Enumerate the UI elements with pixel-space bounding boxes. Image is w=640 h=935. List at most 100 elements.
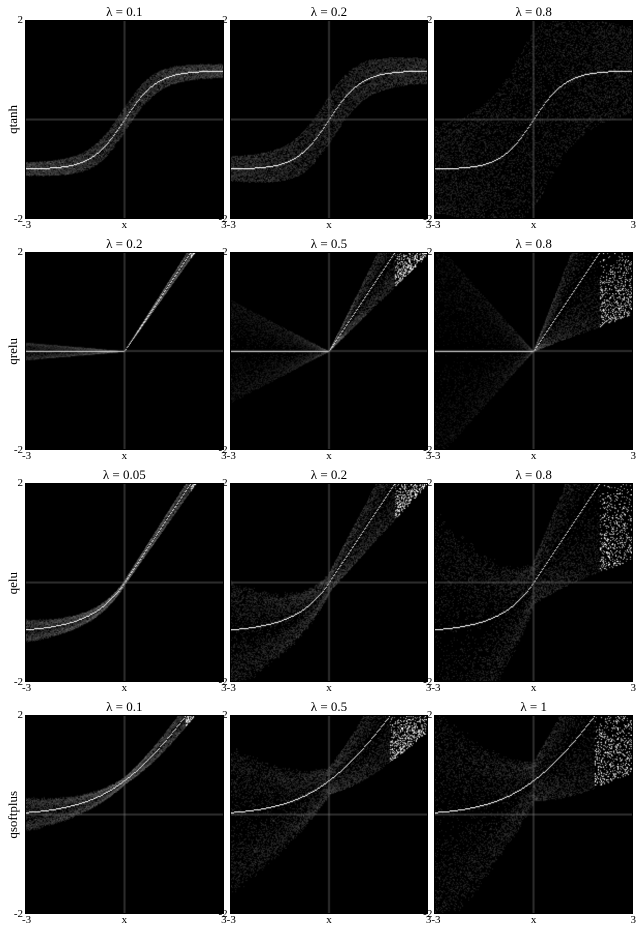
panel-title: λ = 1	[520, 699, 547, 715]
panel-title: λ = 0.1	[106, 699, 142, 715]
panel-title: λ = 0.8	[515, 4, 551, 20]
density-plot	[230, 252, 429, 451]
density-plot	[434, 20, 633, 219]
panel-title: λ = 0.5	[311, 236, 347, 252]
density-plot	[25, 20, 224, 219]
density-plot	[25, 252, 224, 451]
x-ticks: -3x3	[25, 219, 224, 233]
ytick-max: 2	[18, 14, 24, 26]
xtick-max: 3	[631, 682, 637, 694]
ytick-max: 2	[18, 477, 24, 489]
plot-wrap: 2-2	[25, 252, 224, 451]
y-ticks: 2-2	[218, 252, 230, 451]
density-plot	[230, 715, 429, 914]
y-ticks: 2-2	[422, 715, 434, 914]
x-ticks: -3x3	[230, 219, 429, 233]
x-axis-label: x	[122, 450, 128, 462]
figure-grid: qtanhλ = 0.12-2-3x3λ = 0.22-2-3x3λ = 0.8…	[4, 4, 636, 931]
ytick-max: 2	[427, 14, 433, 26]
y-ticks: 2-2	[13, 483, 25, 682]
xtick-min: -3	[431, 219, 440, 231]
x-axis-label: x	[122, 914, 128, 926]
y-ticks: 2-2	[218, 20, 230, 219]
plot-wrap: 2-2	[434, 20, 633, 219]
panel-title: λ = 0.2	[311, 4, 347, 20]
density-plot	[230, 20, 429, 219]
y-ticks: 2-2	[218, 715, 230, 914]
panel-cell: λ = 0.52-2-3x3	[227, 699, 432, 931]
x-axis-label: x	[531, 450, 537, 462]
ytick-max: 2	[427, 709, 433, 721]
xtick-min: -3	[227, 219, 236, 231]
xtick-min: -3	[227, 682, 236, 694]
ytick-max: 2	[18, 709, 24, 721]
panel-title: λ = 0.8	[515, 467, 551, 483]
plot-wrap: 2-2	[25, 483, 224, 682]
panel-cell: λ = 0.12-2-3x3	[22, 4, 227, 236]
panel-cell: λ = 12-2-3x3	[431, 699, 636, 931]
panel-title: λ = 0.05	[103, 467, 146, 483]
panel-cell: λ = 0.1 2-2-3x3	[22, 699, 227, 931]
ytick-max: 2	[222, 246, 228, 258]
xtick-min: -3	[22, 682, 31, 694]
ytick-max: 2	[222, 477, 228, 489]
y-ticks: 2-2	[422, 252, 434, 451]
panel-cell: λ = 0.052-2-3x3	[22, 467, 227, 699]
y-ticks: 2-2	[13, 20, 25, 219]
plot-wrap: 2-2	[230, 483, 429, 682]
panel-cell: λ = 0.82-2-3x3	[431, 467, 636, 699]
ytick-max: 2	[222, 709, 228, 721]
x-ticks: -3x3	[434, 682, 633, 696]
x-ticks: -3x3	[25, 450, 224, 464]
plot-wrap: 2-2	[434, 715, 633, 914]
plot-wrap: 2-2	[230, 20, 429, 219]
xtick-min: -3	[22, 219, 31, 231]
x-axis-label: x	[326, 450, 332, 462]
ytick-max: 2	[427, 477, 433, 489]
x-axis-label: x	[531, 682, 537, 694]
x-axis-label: x	[531, 914, 537, 926]
xtick-min: -3	[227, 450, 236, 462]
x-ticks: -3x3	[25, 682, 224, 696]
density-plot	[25, 715, 224, 914]
x-axis-label: x	[531, 219, 537, 231]
plot-wrap: 2-2	[230, 715, 429, 914]
density-plot	[434, 715, 633, 914]
x-ticks: -3x3	[230, 450, 429, 464]
plot-wrap: 2-2	[230, 252, 429, 451]
x-ticks: -3x3	[434, 450, 633, 464]
x-ticks: -3x3	[230, 682, 429, 696]
x-ticks: -3x3	[230, 914, 429, 928]
y-ticks: 2-2	[422, 483, 434, 682]
x-axis-label: x	[122, 219, 128, 231]
panel-title: λ = 0.8	[515, 236, 551, 252]
x-ticks: -3x3	[434, 914, 633, 928]
density-plot	[230, 483, 429, 682]
ytick-max: 2	[427, 246, 433, 258]
panel-cell: λ = 0.82-2-3 x 3	[431, 236, 636, 468]
xtick-min: -3	[431, 450, 440, 462]
y-ticks: 2-2	[13, 715, 25, 914]
x-axis-label: x	[326, 914, 332, 926]
x-axis-label: x	[326, 219, 332, 231]
x-ticks: -3x3	[434, 219, 633, 233]
xtick-min: -3	[431, 682, 440, 694]
density-plot	[434, 483, 633, 682]
panel-title: λ = 0.1	[106, 4, 142, 20]
xtick-min: -3	[22, 450, 31, 462]
xtick-max: 3	[631, 450, 637, 462]
xtick-max: 3	[631, 914, 637, 926]
y-ticks: 2-2	[13, 252, 25, 451]
panel-cell: λ = 0.22-2-3x3	[22, 236, 227, 468]
plot-wrap: 2-2	[25, 20, 224, 219]
x-axis-label: x	[326, 682, 332, 694]
x-ticks: -3x3	[25, 914, 224, 928]
ytick-max: 2	[18, 246, 24, 258]
density-plot	[434, 252, 633, 451]
panel-cell: λ = 0.52-2-3x3	[227, 236, 432, 468]
panel-cell: λ = 0.22-2-3x3	[227, 4, 432, 236]
y-ticks: 2-2	[422, 20, 434, 219]
panel-title: λ = 0.5	[311, 699, 347, 715]
density-plot	[25, 483, 224, 682]
plot-wrap: 2-2	[434, 252, 633, 451]
